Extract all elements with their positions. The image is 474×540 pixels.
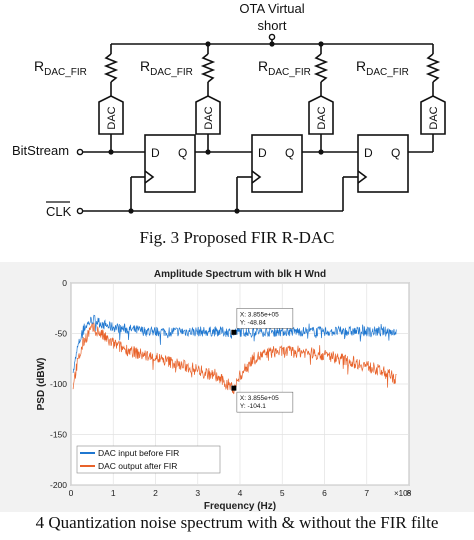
x-tick-label: 2 [153,488,158,498]
x-tick-label: 6 [322,488,327,498]
legend-entry-input: DAC input before FIR [98,448,179,458]
ff1-d-pin: D [151,146,160,160]
chart-legend: DAC input before FIR DAC output after FI… [76,445,221,474]
y-tick-label: -150 [50,430,67,440]
x-tick-label: 3 [195,488,200,498]
resistor-label-4: RDAC_FIR [356,58,409,78]
chart-title: Amplitude Spectrum with blk H Wnd [154,269,326,280]
datatip-x-text: X: 3.855e+05 [240,311,279,318]
dac-label-1: DAC [106,106,118,129]
ff1-q-pin: Q [178,146,187,160]
legend-entry-output: DAC output after FIR [98,461,177,471]
x-tick-label: 4 [238,488,243,498]
ota-label-line1: OTA Virtual [239,1,304,16]
dac-label-4: DAC [428,106,440,129]
ff3-d-pin: D [364,146,373,160]
datatip-x-text: X: 3.855e+05 [240,395,279,402]
resistor-label-1: RDAC_FIR [34,58,87,78]
ff2-d-pin: D [258,146,267,160]
datatip-marker [231,385,237,391]
x-tick-label: 7 [364,488,369,498]
ota-label-line2: short [258,18,287,33]
ff3-q-pin: Q [391,146,400,160]
datatip-marker [231,329,237,335]
figure-3-caption: Fig. 3 Proposed FIR R-DAC [139,228,335,247]
x-exponent: ×10⁵ [394,489,411,498]
resistor-label-2: RDAC_FIR [140,58,193,78]
datatip-box [236,391,294,413]
y-tick-label: -100 [50,379,67,389]
fir-rdac-schematic: OTA Virtual short RDAC_FIR RDAC_FIR RDAC… [12,1,446,219]
resistor-label-3: RDAC_FIR [258,58,311,78]
y-tick-label: -50 [55,329,68,339]
series-line-1 [72,322,397,395]
x-tick-label: 5 [280,488,285,498]
x-tick-label: 8 [407,488,412,498]
bitstream-label: BitStream [12,143,69,158]
dac-label-2: DAC [203,106,215,129]
x-tick-label: 1 [111,488,116,498]
y-tick-label: 0 [62,278,67,288]
datatip-y-text: Y: -48.84 [240,319,266,326]
y-tick-label: -200 [50,480,67,490]
figure-4-caption: 4 Quantization noise spectrum with & wit… [35,513,439,532]
dac-label-3: DAC [316,106,328,129]
clk-label: CLK [46,204,72,219]
datatip-y-text: Y: -104.1 [240,403,266,410]
x-axis-label: Frequency (Hz) [204,501,276,512]
datatip-box [236,308,294,329]
y-axis-label: PSD (dBW) [36,358,47,411]
x-tick-label: 0 [69,488,74,498]
ff2-q-pin: Q [285,146,294,160]
